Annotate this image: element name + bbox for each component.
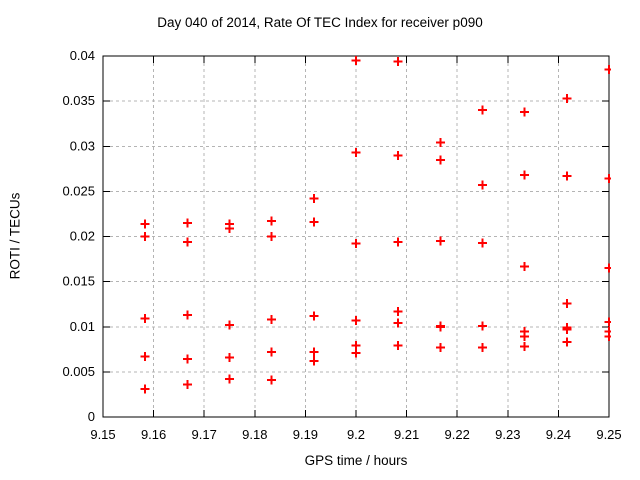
data-point-marker xyxy=(520,170,529,180)
data-point-marker xyxy=(478,321,487,331)
data-point-marker xyxy=(436,138,445,148)
data-point-marker xyxy=(562,298,572,308)
data-point-marker xyxy=(140,232,150,241)
data-point-marker xyxy=(436,155,445,165)
data-point-marker xyxy=(225,320,234,330)
data-point-marker xyxy=(183,310,192,320)
data-point-marker xyxy=(393,56,403,66)
data-point-marker xyxy=(436,322,445,332)
data-point-marker xyxy=(140,314,150,324)
x-tick-label: 9.23 xyxy=(495,427,520,442)
data-point-marker xyxy=(267,347,276,357)
data-point-marker xyxy=(562,171,572,181)
data-point-marker xyxy=(183,380,192,389)
x-tick-label: 9.21 xyxy=(394,427,419,442)
data-point-marker xyxy=(183,218,192,228)
data-point-marker xyxy=(309,356,319,366)
data-points-layer xyxy=(140,56,611,394)
data-point-marker xyxy=(351,315,361,325)
data-point-marker xyxy=(604,65,611,74)
data-point-marker xyxy=(478,180,487,190)
data-point-marker xyxy=(604,174,611,184)
data-point-marker xyxy=(225,352,234,362)
data-point-marker xyxy=(140,352,150,361)
x-tick-label: 9.16 xyxy=(141,427,166,442)
data-point-marker xyxy=(520,342,529,352)
x-tick-label: 9.18 xyxy=(242,427,267,442)
data-point-marker xyxy=(267,232,276,241)
y-tick-label: 0.025 xyxy=(62,183,95,198)
y-tick-label: 0.015 xyxy=(62,274,95,289)
data-point-marker xyxy=(393,341,403,351)
data-point-marker xyxy=(309,347,319,357)
data-point-marker xyxy=(140,384,150,394)
x-tick-label: 9.17 xyxy=(192,427,217,442)
data-point-marker xyxy=(267,216,276,226)
y-tick-label: 0.005 xyxy=(62,364,95,379)
data-point-marker xyxy=(183,354,192,364)
data-point-marker xyxy=(351,148,361,158)
data-point-marker xyxy=(562,93,572,103)
data-point-marker xyxy=(562,325,572,334)
x-tick-label: 9.22 xyxy=(445,427,470,442)
data-point-marker xyxy=(267,375,276,385)
y-tick-label: 0.035 xyxy=(62,93,95,108)
x-axis-title: GPS time / hours xyxy=(304,453,408,468)
data-point-marker xyxy=(351,348,361,358)
data-point-marker xyxy=(478,238,487,248)
data-point-marker xyxy=(436,236,445,246)
data-point-marker xyxy=(520,107,529,117)
data-point-marker xyxy=(520,332,529,342)
data-point-marker xyxy=(309,217,319,227)
data-point-marker xyxy=(393,150,403,160)
x-tick-label: 9.15 xyxy=(90,427,115,442)
data-point-marker xyxy=(183,237,192,247)
chart-title: Day 040 of 2014, Rate Of TEC Index for r… xyxy=(157,15,483,30)
y-tick-label: 0.04 xyxy=(70,48,95,63)
data-point-marker xyxy=(604,332,611,342)
data-point-marker xyxy=(351,239,361,249)
data-point-marker xyxy=(604,263,611,273)
data-point-marker xyxy=(393,318,403,328)
y-tick-label: 0.03 xyxy=(70,138,95,153)
y-tick-label: 0 xyxy=(88,409,95,424)
data-point-marker xyxy=(140,219,150,229)
x-tick-label: 9.19 xyxy=(293,427,318,442)
x-tick-label: 9.24 xyxy=(546,427,571,442)
data-point-marker xyxy=(393,237,403,247)
data-point-marker xyxy=(520,261,529,271)
data-point-marker xyxy=(478,343,487,352)
y-tick-label: 0.01 xyxy=(70,319,95,334)
data-point-marker xyxy=(267,315,276,324)
data-point-marker xyxy=(309,194,319,204)
data-point-marker xyxy=(436,343,445,352)
data-point-marker xyxy=(309,311,319,321)
data-point-marker xyxy=(604,317,611,327)
x-tick-label: 9.25 xyxy=(596,427,621,442)
x-tick-label: 9.2 xyxy=(347,427,365,442)
y-tick-label: 0.02 xyxy=(70,229,95,244)
data-point-marker xyxy=(225,374,234,384)
data-point-marker xyxy=(478,105,487,115)
data-point-marker xyxy=(351,56,361,65)
data-point-marker xyxy=(225,223,234,233)
data-point-marker xyxy=(562,337,572,347)
data-point-marker xyxy=(393,306,403,316)
